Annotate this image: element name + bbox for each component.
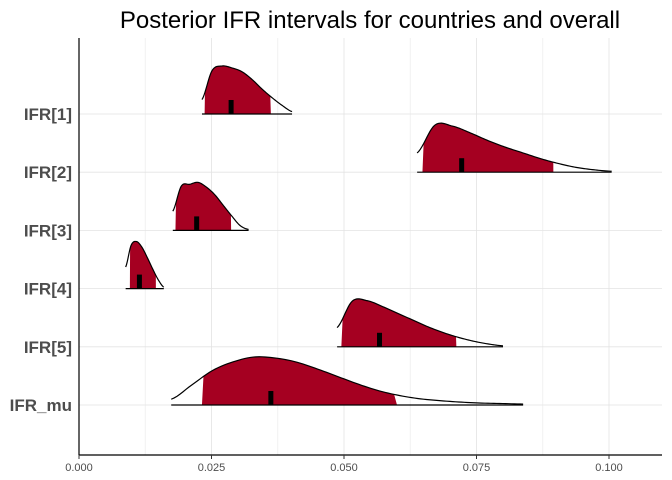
y-tick-label: IFR[1] (24, 105, 72, 124)
x-tick-label: 0.000 (65, 462, 93, 474)
y-tick-label: IFR[4] (24, 280, 72, 299)
ridge-IFR[2] (416, 122, 612, 173)
density-curve (336, 298, 504, 347)
ridge-IFR[3] (172, 181, 249, 231)
y-tick-label: IFR[3] (24, 221, 72, 240)
ridge-IFR_mu (170, 356, 524, 406)
ridge-IFR[1] (201, 65, 293, 115)
axes: IFR[1] IFR[2] IFR[3] IFR[4] IFR[5] IFR_mu 0.00… (10, 38, 662, 474)
ridges (125, 65, 612, 406)
x-tick-label: 0.075 (463, 462, 491, 474)
point-estimate (377, 332, 383, 347)
density-curve (172, 181, 249, 231)
ridge-IFR[4] (125, 240, 165, 290)
y-tick-label: IFR[2] (24, 163, 72, 182)
density-curve (416, 122, 612, 172)
x-tick-label: 0.025 (198, 462, 226, 474)
x-tick-label: 0.050 (330, 462, 358, 474)
interval-area (201, 356, 397, 405)
x-tick-label: 0.100 (595, 462, 623, 474)
interval-area (175, 182, 232, 231)
point-estimate (228, 100, 234, 114)
point-estimate (268, 391, 274, 405)
density-curve (201, 65, 293, 113)
ridge-IFR[5] (336, 298, 504, 348)
interval-area (129, 241, 156, 289)
interval-area (341, 298, 457, 347)
point-estimate (459, 158, 465, 173)
y-tick-label: IFR[5] (24, 338, 72, 357)
y-tick-label: IFR_mu (10, 396, 72, 415)
point-estimate (136, 274, 142, 289)
interval-area (422, 123, 554, 173)
interval-area (204, 65, 271, 114)
point-estimate (194, 216, 200, 231)
chart-title: Posterior IFR intervals for countries an… (120, 7, 620, 34)
density-curve (125, 240, 165, 288)
density-curve (170, 356, 524, 405)
